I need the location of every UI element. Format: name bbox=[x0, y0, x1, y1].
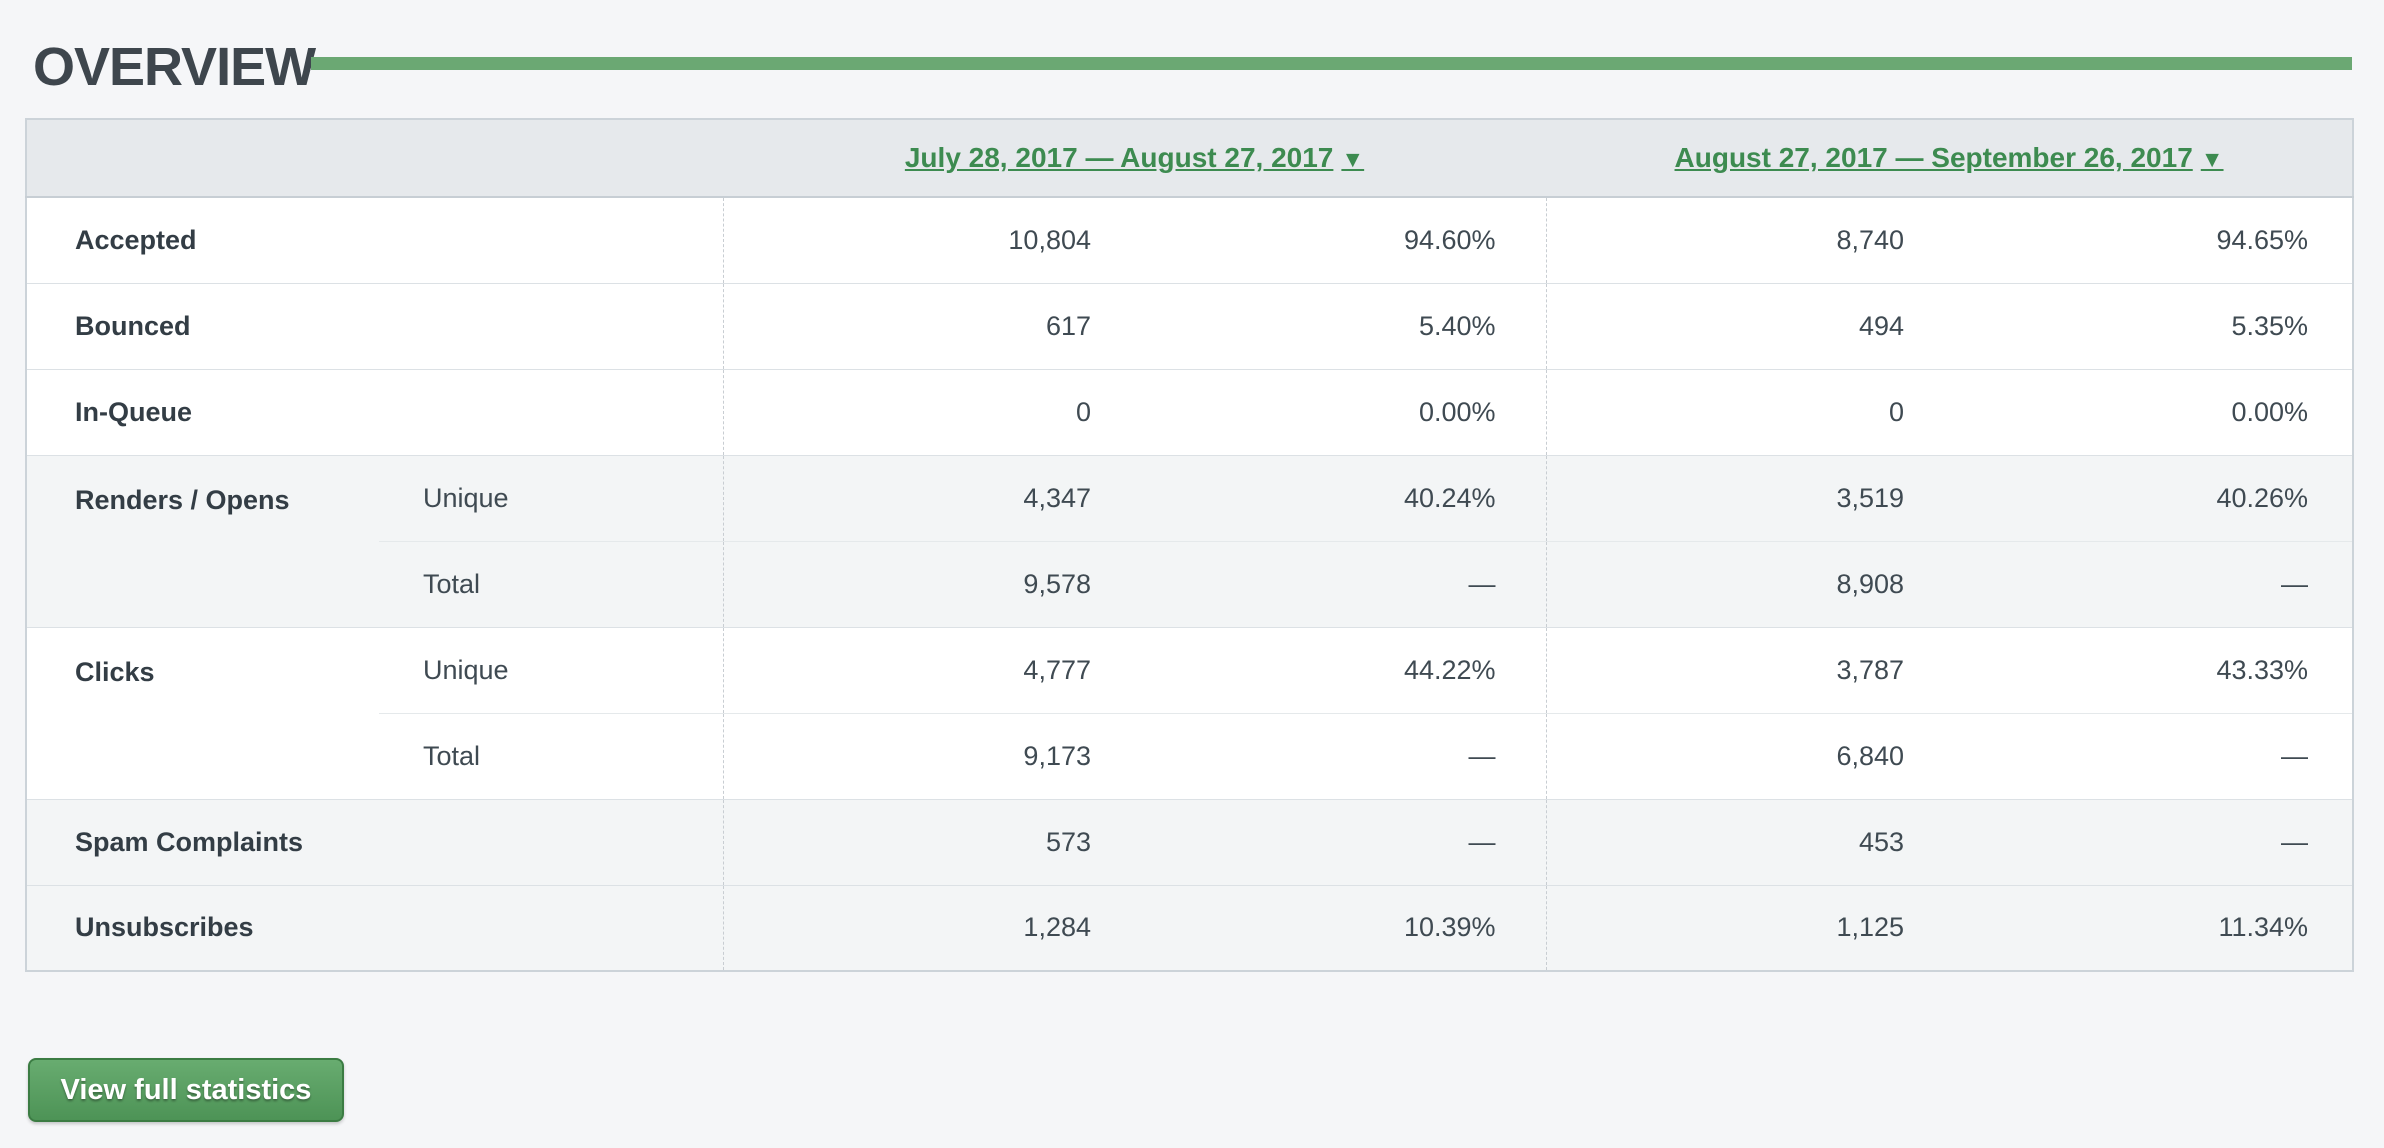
period-2-percent-value: 5.35% bbox=[1954, 282, 2354, 369]
metric-column-header bbox=[26, 119, 723, 198]
period-2-date-range-text: August 27, 2017 — September 26, 2017 bbox=[1674, 142, 2193, 173]
period-1-percent-value: 10.39% bbox=[1141, 884, 1547, 971]
table-row-total: Total 9,578—8,908— bbox=[26, 540, 2354, 627]
table-row-accepted: Accepted 10,804 94.60% 8,740 94.65% bbox=[26, 196, 2354, 283]
period-2-percent-value: 94.65% bbox=[1954, 196, 2354, 283]
period-1-percent-value: 0.00% bbox=[1141, 368, 1547, 455]
table-row-total: Total 9,173—6,840— bbox=[26, 712, 2354, 799]
stats-table: July 28, 2017 — August 27, 2017 ▼ August … bbox=[25, 118, 2355, 972]
metric-label-text: Clicks bbox=[75, 656, 155, 687]
period-2-percent-value: 11.34% bbox=[1954, 884, 2354, 971]
metric-sublabel: Unique bbox=[379, 626, 723, 713]
period-2-percent-value: 0.00% bbox=[1954, 368, 2354, 455]
table-row-bounced: Bounced 617 5.40% 494 5.35% bbox=[26, 282, 2354, 369]
table-header-row: July 28, 2017 — August 27, 2017 ▼ August … bbox=[26, 119, 2354, 198]
metric-label-text: Spam Complaints bbox=[75, 826, 304, 857]
period-2-percent-value: — bbox=[1954, 798, 2354, 885]
period-1-percent-value: 40.24% bbox=[1141, 454, 1547, 541]
period-1-count-value: 1,284 bbox=[722, 884, 1141, 971]
metric-label: Bounced bbox=[26, 282, 723, 369]
period-2-count-value: 3,519 bbox=[1545, 454, 1955, 541]
period-2-count-value: 0 bbox=[1545, 368, 1955, 455]
metric-sublabel: Total bbox=[379, 540, 723, 627]
metric-sublabel: Unique bbox=[379, 454, 723, 541]
period-1-count-value: 0 bbox=[722, 368, 1141, 455]
table-row-renders-opens: Renders / Opens Unique 4,347 40.24% 3,519 40.… bbox=[26, 454, 2354, 627]
period-1-count-value: 9,578 bbox=[722, 540, 1141, 627]
sort-caret-icon: ▼ bbox=[2200, 146, 2224, 172]
metric-label: Spam Complaints bbox=[26, 798, 723, 885]
period-1-count-value: 9,173 bbox=[722, 712, 1141, 799]
period-2-date-range-link[interactable]: August 27, 2017 — September 26, 2017 ▼ bbox=[1675, 142, 2224, 173]
metric-label-text: Renders / Opens bbox=[75, 484, 290, 515]
metric-sublabel: Total bbox=[379, 712, 723, 799]
period-2-percent-value: 40.26% bbox=[1954, 454, 2354, 541]
period-1-count-value: 617 bbox=[722, 282, 1141, 369]
period-2-percent-value: — bbox=[1954, 712, 2354, 799]
sort-caret-icon: ▼ bbox=[1341, 146, 1365, 172]
metric-label: Unsubscribes bbox=[26, 884, 723, 971]
period-1-percent-value: 94.60% bbox=[1141, 196, 1547, 283]
period-1-percent-value: — bbox=[1141, 798, 1547, 885]
metric-label: Accepted bbox=[26, 196, 723, 283]
metric-label: In-Queue bbox=[26, 368, 723, 455]
period-1-percent-value: — bbox=[1141, 712, 1547, 799]
period-1-count-value: 10,804 bbox=[722, 196, 1141, 283]
period-1-header: July 28, 2017 — August 27, 2017 ▼ bbox=[723, 119, 1547, 198]
view-full-statistics-button[interactable]: View full statistics bbox=[28, 1058, 344, 1122]
metric-label: Clicks bbox=[26, 626, 379, 799]
period-1-percent-value: — bbox=[1141, 540, 1547, 627]
period-1-percent-value: 44.22% bbox=[1141, 626, 1547, 713]
stats-table-body: Accepted 10,804 94.60% 8,740 94.65% Bounced 61… bbox=[26, 196, 2354, 971]
metric-label-text: In-Queue bbox=[75, 396, 193, 427]
metric-label-text: Accepted bbox=[75, 224, 197, 255]
period-1-date-range-link[interactable]: July 28, 2017 — August 27, 2017 ▼ bbox=[905, 142, 1364, 173]
table-row-unsubscribes: Unsubscribes 1,284 10.39% 1,125 11.34% bbox=[26, 884, 2354, 971]
period-2-count-value: 494 bbox=[1545, 282, 1955, 369]
period-2-percent-value: 43.33% bbox=[1954, 626, 2354, 713]
period-1-count-value: 4,777 bbox=[722, 626, 1141, 713]
period-1-count-value: 573 bbox=[722, 798, 1141, 885]
metric-label-text: Unsubscribes bbox=[75, 912, 254, 943]
table-row-in-queue: In-Queue 0 0.00% 0 0.00% bbox=[26, 368, 2354, 455]
table-row-spam-complaints: Spam Complaints 573—453— bbox=[26, 798, 2354, 885]
period-1-count-value: 4,347 bbox=[722, 454, 1141, 541]
period-2-count-value: 1,125 bbox=[1545, 884, 1955, 971]
period-2-count-value: 3,787 bbox=[1545, 626, 1955, 713]
period-2-header: August 27, 2017 — September 26, 2017 ▼ bbox=[1546, 119, 2354, 198]
stats-card: July 28, 2017 — August 27, 2017 ▼ August … bbox=[25, 118, 2355, 972]
period-1-date-range-text: July 28, 2017 — August 27, 2017 bbox=[904, 142, 1334, 173]
metric-label-text: Bounced bbox=[75, 310, 191, 341]
page-title: OVERVIEW bbox=[33, 37, 316, 97]
period-2-count-value: 453 bbox=[1545, 798, 1955, 885]
period-1-percent-value: 5.40% bbox=[1141, 282, 1547, 369]
period-2-count-value: 6,840 bbox=[1545, 712, 1955, 799]
metric-label: Renders / Opens bbox=[26, 454, 379, 627]
period-2-count-value: 8,740 bbox=[1545, 196, 1955, 283]
period-2-count-value: 8,908 bbox=[1545, 540, 1955, 627]
accent-bar bbox=[311, 57, 2352, 70]
table-row-clicks: Clicks Unique 4,777 44.22% 3,787 43.33% bbox=[26, 626, 2354, 799]
period-2-percent-value: — bbox=[1954, 540, 2354, 627]
